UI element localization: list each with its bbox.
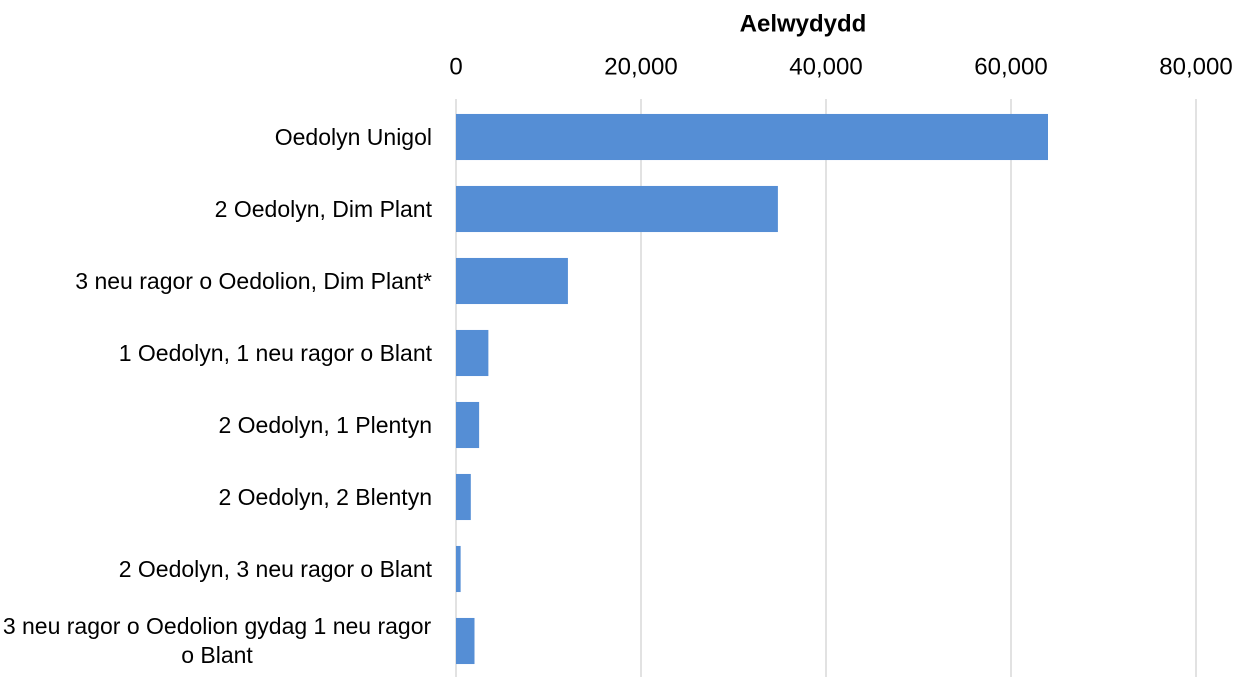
y-tick-label: 2 Oedolyn, Dim Plant xyxy=(214,195,432,222)
y-tick-label: 3 neu ragor o Oedolion gydag 1 neu ragor… xyxy=(2,613,432,668)
bar xyxy=(456,113,1048,161)
y-tick-label-box: 1 Oedolyn, 1 neu ragor o Blant xyxy=(2,317,432,389)
bar xyxy=(456,329,489,377)
x-tick-label: 20,000 xyxy=(604,53,677,80)
bar xyxy=(456,617,475,665)
bar xyxy=(456,473,471,521)
y-tick-label: Oedolyn Unigol xyxy=(274,123,432,150)
bar xyxy=(456,257,568,305)
y-tick-label: 1 Oedolyn, 1 neu ragor o Blant xyxy=(118,339,432,366)
bar xyxy=(456,185,778,233)
x-tick-label: 80,000 xyxy=(1159,53,1232,80)
y-tick-label-box: 3 neu ragor o Oedolion, Dim Plant* xyxy=(2,245,432,317)
y-tick-label-box: 3 neu ragor o Oedolion gydag 1 neu ragor… xyxy=(2,605,432,677)
y-tick-label: 2 Oedolyn, 2 Blentyn xyxy=(218,483,432,510)
bar xyxy=(456,401,480,449)
x-tick-label: 40,000 xyxy=(789,53,862,80)
y-tick-label-box: Oedolyn Unigol xyxy=(2,101,432,173)
chart-title: Aelwydydd xyxy=(740,10,867,37)
y-tick-label: 2 Oedolyn, 3 neu ragor o Blant xyxy=(118,555,432,582)
y-tick-label-box: 2 Oedolyn, Dim Plant xyxy=(2,173,432,245)
x-tick-label: 60,000 xyxy=(974,53,1047,80)
y-tick-label-box: 2 Oedolyn, 2 Blentyn xyxy=(2,461,432,533)
y-tick-label: 3 neu ragor o Oedolion, Dim Plant* xyxy=(75,267,432,294)
y-tick-label: 2 Oedolyn, 1 Plentyn xyxy=(218,411,432,438)
y-tick-label-box: 2 Oedolyn, 3 neu ragor o Blant xyxy=(2,533,432,605)
y-tick-label-box: 2 Oedolyn, 1 Plentyn xyxy=(2,389,432,461)
x-tick-label: 0 xyxy=(449,53,462,80)
bar xyxy=(456,545,461,593)
